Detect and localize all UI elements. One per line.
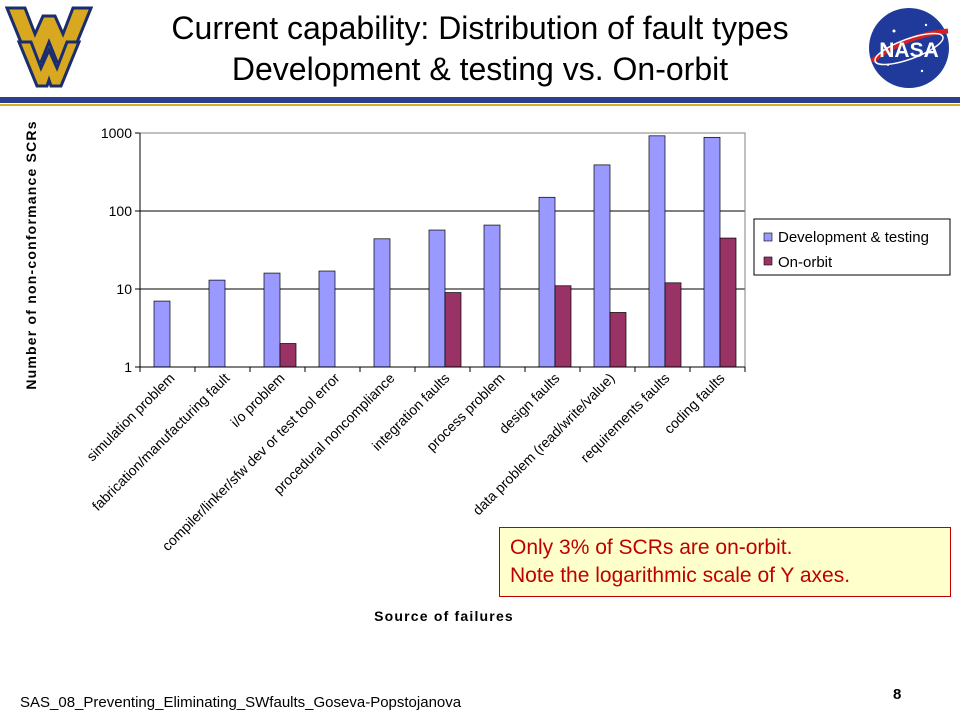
title-line-1: Current capability: Distribution of faul… [171, 10, 789, 46]
bar-dev-testing [153, 300, 171, 368]
bar-on-orbit [444, 292, 462, 368]
x-tick-label: i/o problem [227, 370, 287, 430]
annotation-line-1: Only 3% of SCRs are on-orbit. [510, 536, 793, 559]
bar-on-orbit [664, 282, 682, 368]
y-tick-label: 10 [116, 281, 132, 297]
bar-dev-testing [703, 136, 721, 368]
bar-dev-testing [208, 279, 226, 368]
footer-text: SAS_08_Preventing_Eliminating_SWfaults_G… [20, 694, 462, 711]
bar-dev-testing [538, 196, 556, 368]
bar-dev-testing [318, 270, 336, 368]
bar-dev-testing [648, 135, 666, 368]
legend: Development & testing On-orbit [753, 218, 951, 276]
y-axis-label: Number of non-conformance SCRs [23, 120, 39, 389]
bar-dev-testing [483, 224, 501, 368]
slide-title: Current capability: Distribution of faul… [95, 8, 865, 90]
svg-text:NASA: NASA [879, 39, 939, 62]
legend-label-orbit: On-orbit [778, 254, 833, 271]
bar-dev-testing [593, 164, 611, 368]
page-number: 8 [893, 686, 902, 703]
annotation-line-2: Note the logarithmic scale of Y axes. [510, 564, 851, 587]
bars [153, 135, 737, 368]
legend-swatch-orbit [763, 256, 773, 266]
bar-dev-testing [428, 229, 446, 368]
legend-swatch-dev [763, 232, 773, 242]
bar-on-orbit [609, 312, 627, 368]
bar-dev-testing [373, 238, 391, 368]
bar-dev-testing [263, 272, 281, 368]
title-line-2: Development & testing vs. On-orbit [231, 51, 729, 87]
bar-on-orbit [279, 343, 297, 368]
y-tick-label: 1 [124, 359, 132, 375]
annotation-box: Only 3% of SCRs are on-orbit. Note the l… [499, 527, 951, 597]
y-tick-labels: 1 10 100 1000 [101, 125, 132, 375]
nasa-logo: NASA [869, 8, 949, 88]
y-tick-label: 1000 [101, 125, 132, 141]
legend-label-dev: Development & testing [778, 229, 929, 246]
bar-on-orbit [719, 237, 737, 368]
wvu-logo [5, 6, 93, 88]
axes [135, 132, 746, 372]
legend-box [753, 218, 951, 276]
title-rule [0, 97, 960, 103]
title-rule-accent [0, 104, 960, 106]
x-axis-label: Source of failures [374, 608, 514, 624]
bar-on-orbit [554, 285, 572, 368]
y-tick-label: 100 [109, 203, 133, 219]
